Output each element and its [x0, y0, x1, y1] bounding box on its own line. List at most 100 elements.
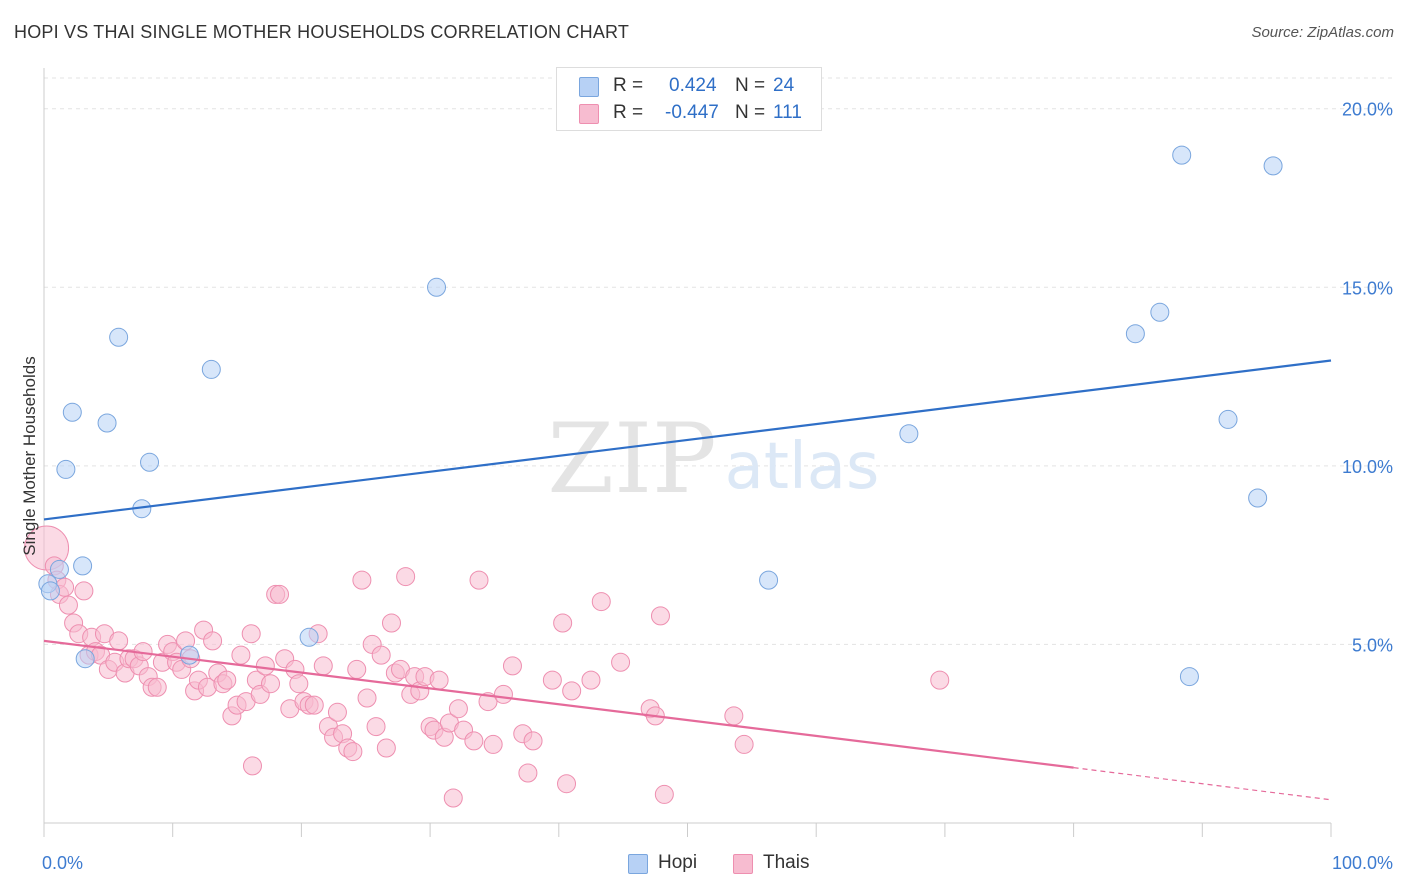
thais-point — [464, 731, 484, 751]
thais-point — [557, 774, 577, 794]
thais-n-label: N = — [735, 102, 766, 123]
thais-point — [241, 624, 261, 644]
thais-point — [581, 670, 601, 690]
thais-point — [493, 684, 513, 704]
hopi-point — [1263, 156, 1283, 176]
thais-point — [443, 788, 463, 808]
thais-point — [289, 674, 309, 694]
hopi-point — [56, 459, 76, 479]
thais-point — [381, 613, 401, 633]
thais-point — [242, 756, 262, 776]
thais-point — [469, 570, 489, 590]
hopi-point — [73, 556, 93, 576]
y-tick-label: 10.0% — [1342, 457, 1393, 477]
hopi-point — [759, 570, 779, 590]
thais-point — [611, 652, 631, 672]
trend-lines — [43, 359, 1332, 801]
hopi-point — [140, 452, 160, 472]
hopi-point — [1125, 324, 1145, 344]
thais-point — [313, 656, 333, 676]
thais-point — [347, 659, 367, 679]
hopi-point — [62, 402, 82, 422]
hopi-point — [109, 327, 129, 347]
thais-point — [734, 734, 754, 754]
watermark-zip: ZIP — [547, 403, 716, 515]
thais-points — [24, 525, 950, 808]
hopi-point — [1218, 409, 1238, 429]
hopi-point — [1172, 145, 1192, 165]
thais-point — [352, 570, 372, 590]
thais-point — [553, 613, 573, 633]
thais-point — [217, 670, 237, 690]
thais-point — [724, 706, 744, 726]
thais-r-label: R = — [613, 102, 644, 123]
thais-point — [429, 670, 449, 690]
x-tick-label-max: 100.0% — [1332, 853, 1393, 873]
thais-r-value: -0.447 — [665, 102, 719, 123]
thais-point — [654, 784, 674, 804]
thais-point — [483, 734, 503, 754]
hopi-point — [1248, 488, 1268, 508]
thais-point — [650, 606, 670, 626]
y-axis-label: Single Mother Households — [20, 356, 39, 555]
x-tick-label-min: 0.0% — [42, 853, 83, 873]
hopi-n-label: N = — [735, 75, 766, 96]
thais-point — [502, 656, 522, 676]
thais-point — [147, 677, 167, 697]
y-tick-label: 5.0% — [1352, 635, 1393, 655]
hopi-point — [179, 645, 199, 665]
thais-point — [376, 738, 396, 758]
gridlines — [44, 77, 1393, 645]
thais-point — [304, 695, 324, 715]
thais-point — [523, 731, 543, 751]
hopi-trend-line — [43, 359, 1332, 521]
thais-point — [203, 631, 223, 651]
hopi-point — [40, 581, 60, 601]
thais-point — [231, 645, 251, 665]
thais-point — [270, 584, 290, 604]
thais-point — [58, 595, 78, 615]
axis-labels: Single Mother Households 0.0% 100.0% 5.0… — [20, 100, 1393, 873]
hopi-point — [899, 424, 919, 444]
axes — [43, 68, 1332, 837]
hopi-point — [299, 627, 319, 647]
thais-point — [261, 674, 281, 694]
thais-point — [448, 699, 468, 719]
thais-point — [518, 763, 538, 783]
thais-n-value: 111 — [773, 102, 802, 123]
hopi-point — [75, 649, 95, 669]
thais-point — [591, 592, 611, 612]
hopi-n-value: 24 — [773, 75, 795, 96]
y-tick-label: 15.0% — [1342, 278, 1393, 298]
thais-point — [109, 631, 129, 651]
hopi-points — [38, 145, 1283, 687]
thais-point — [357, 688, 377, 708]
thais-point — [930, 670, 950, 690]
watermark-atlas: atlas — [725, 430, 880, 504]
hopi-legend-label: Hopi — [658, 852, 698, 873]
thais-swatch — [579, 104, 599, 124]
thais-point — [366, 717, 386, 737]
thais-legend-swatch — [733, 854, 753, 874]
chart-title: HOPI VS THAI SINGLE MOTHER HOUSEHOLDS CO… — [14, 22, 630, 42]
hopi-r-label: R = — [613, 75, 644, 96]
thais-point — [74, 581, 94, 601]
thais-point — [255, 656, 275, 676]
source-credit: Source: ZipAtlas.com — [1251, 24, 1394, 41]
hopi-legend-swatch — [628, 854, 648, 874]
hopi-point — [1179, 667, 1199, 687]
hopi-r-value: 0.424 — [669, 75, 717, 96]
y-tick-label: 20.0% — [1342, 100, 1393, 120]
thais-legend-label: Thais — [763, 852, 810, 873]
thais-point — [343, 742, 363, 762]
watermark: ZIP atlas — [547, 403, 879, 515]
hopi-swatch — [579, 77, 599, 97]
thais-point — [396, 567, 416, 587]
thais-point — [327, 702, 347, 722]
hopi-point — [1150, 302, 1170, 322]
hopi-point — [97, 413, 117, 433]
hopi-point — [49, 559, 69, 579]
stats-legend: R = 0.424 N = 24 R = -0.447 N = 111 — [556, 67, 822, 131]
thais-trend-extension — [1073, 767, 1332, 801]
thais-trend-line — [43, 639, 1074, 769]
